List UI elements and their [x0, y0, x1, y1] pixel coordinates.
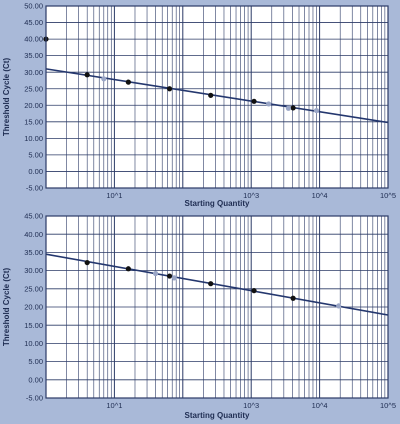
x-tick-label: 10^4: [312, 191, 328, 200]
fit-line: [45, 253, 389, 316]
y-tick-label: -5.00: [26, 184, 43, 193]
grid-lines: [45, 215, 388, 399]
standard-point: [290, 105, 296, 111]
y-tick-label: 30.00: [24, 266, 43, 275]
y-tick-label: 20.00: [24, 303, 43, 312]
standard-point: [125, 266, 131, 272]
y-tick-label: -5.00: [26, 394, 43, 403]
y-tick-label: 40.00: [24, 35, 43, 44]
x-axis-title: Starting Quantity: [185, 411, 250, 420]
plot-border: [45, 215, 389, 399]
unknown-point: [101, 76, 107, 82]
y-tick-label: 10.00: [24, 134, 43, 143]
standard-point: [84, 259, 90, 266]
y-tick-labels: -5.00 0.00 5.00 10.00 15.00 20.00 25.00 30.00 35…: [24, 212, 43, 403]
ct-chart-top: -5.00 0.00 5.00 10.00 15.00 20.00 25.00 30.00 35…: [2, 2, 396, 208]
y-tick-label: 0.00: [28, 375, 43, 384]
standard-point: [251, 98, 257, 104]
plot-area: [46, 6, 388, 188]
y-tick-label: 15.00: [24, 117, 43, 126]
standard-point: [251, 288, 257, 294]
grid-lines: [45, 5, 388, 189]
x-tick-label: 10^3: [243, 191, 259, 200]
unknown-point: [171, 275, 177, 281]
x-tick-label: 10^5: [380, 401, 396, 410]
y-tick-label: 40.00: [24, 230, 43, 239]
y-tick-label: 10.00: [24, 339, 43, 348]
y-tick-label: 45.00: [24, 18, 43, 27]
unknown-point: [313, 107, 320, 114]
x-tick-label: 10^3: [243, 401, 259, 410]
ct-chart-bottom: -5.00 0.00 5.00 10.00 15.00 20.00 25.00 30.00 35…: [2, 212, 396, 420]
y-tick-label: 0.00: [28, 167, 43, 176]
y-tick-label: 5.00: [28, 151, 43, 160]
x-tick-label: 10^5: [380, 191, 396, 200]
standard-point: [84, 72, 90, 78]
standard-point: [208, 281, 214, 287]
y-axis-title: Threshold Cycle (Ct): [2, 58, 11, 137]
y-tick-labels: -5.00 0.00 5.00 10.00 15.00 20.00 25.00 30.00 35…: [24, 2, 43, 193]
standard-point: [208, 92, 214, 98]
y-tick-label: 20.00: [24, 101, 43, 110]
unknown-point: [336, 303, 342, 309]
y-tick-label: 45.00: [24, 212, 43, 221]
x-tick-label: 10^4: [312, 401, 328, 410]
fit-line-group: [45, 253, 389, 316]
data-points: [43, 36, 320, 114]
y-tick-label: 35.00: [24, 248, 43, 257]
x-tick-label: 10^1: [106, 191, 122, 200]
x-tick-label: 10^1: [106, 401, 122, 410]
standard-point: [125, 79, 131, 85]
y-tick-label: 25.00: [24, 84, 43, 93]
y-tick-label: 5.00: [28, 357, 43, 366]
y-tick-label: 30.00: [24, 68, 43, 77]
plot-border: [45, 5, 389, 189]
unknown-point: [285, 105, 292, 111]
standard-point: [166, 273, 173, 279]
y-tick-label: 25.00: [24, 284, 43, 293]
unknown-point: [152, 270, 159, 277]
standard-point: [166, 86, 173, 92]
x-axis-title: Starting Quantity: [185, 199, 250, 208]
y-tick-label: 15.00: [24, 321, 43, 330]
y-tick-label: 50.00: [24, 2, 43, 11]
y-tick-label: 35.00: [24, 51, 43, 60]
x-tick-labels: 10^1 10^3 10^4 10^5: [106, 191, 396, 200]
data-points: [84, 259, 342, 309]
x-tick-labels: 10^1 10^3 10^4 10^5: [106, 401, 396, 410]
unknown-point: [266, 101, 272, 107]
y-axis-title: Threshold Cycle (Ct): [2, 268, 11, 347]
standard-point: [290, 295, 296, 301]
